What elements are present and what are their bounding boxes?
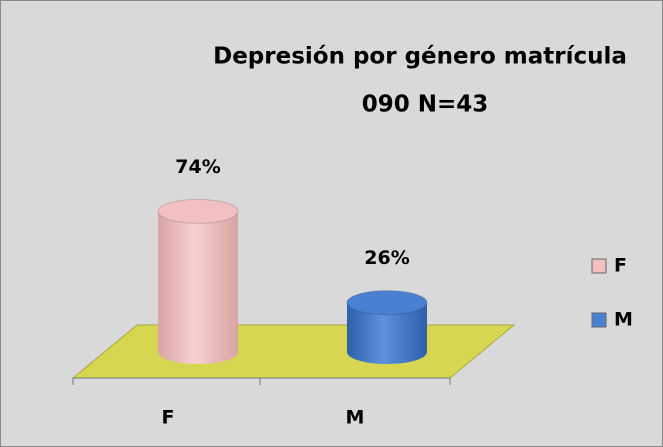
data-label: 26% [364,247,409,269]
legend-label: F [614,255,627,277]
bar [157,198,239,364]
data-label: 74% [175,156,220,178]
chart-title: 090 N=43 [362,92,489,118]
cylinder-body [158,211,238,364]
chart-title: Depresión por género matrícula [213,44,627,70]
legend-label: M [614,309,633,331]
cylinder-body [347,302,427,364]
legend-swatch [591,312,607,328]
x-tick-label: F [162,407,175,429]
legend-swatch [591,258,607,274]
floor [71,324,516,379]
cylinder-top [346,290,428,316]
cylinder-top [157,198,239,224]
x-tick-label: M [346,407,365,429]
bar [346,290,428,364]
